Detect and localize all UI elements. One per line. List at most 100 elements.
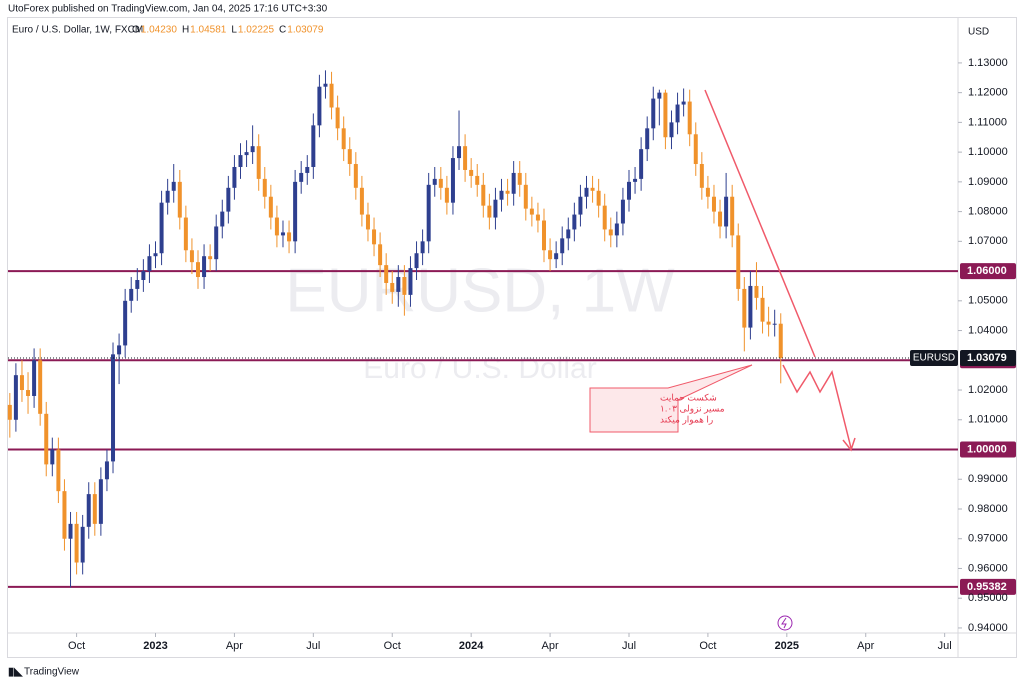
candle-body	[614, 223, 619, 236]
candle-body	[104, 461, 109, 480]
footer: TradingView	[24, 667, 80, 678]
candle-body	[74, 523, 79, 563]
candle-body	[542, 220, 547, 251]
candle-body	[705, 187, 710, 197]
candle-body	[754, 285, 759, 298]
candle-body	[384, 265, 389, 283]
x-tick-label: Jul	[622, 640, 636, 652]
ohlc-key: O	[132, 25, 140, 36]
candle-body	[487, 205, 492, 218]
candle-body	[117, 345, 122, 355]
ohlc-value: 1.03079	[287, 25, 324, 36]
candle-body	[287, 232, 292, 242]
candle-body	[432, 178, 437, 185]
candle-body	[657, 92, 662, 99]
candle-body	[438, 178, 443, 188]
y-tick-label: 0.99000	[968, 473, 1008, 485]
y-tick-label: 1.13000	[968, 57, 1008, 69]
candle-body	[244, 152, 249, 156]
candle-body	[505, 190, 510, 194]
candle-body	[639, 149, 644, 179]
y-tick-label: 0.95000	[968, 592, 1008, 604]
candle-body	[50, 449, 55, 465]
publisher: UtoForex published on TradingView.com, J…	[8, 4, 328, 15]
x-tick-label: Apr	[226, 640, 243, 652]
candle-body	[457, 146, 462, 159]
candle-body	[718, 211, 723, 227]
candle-body	[778, 323, 783, 358]
candle-body	[584, 187, 589, 197]
candle-body	[196, 262, 200, 278]
candle-body	[645, 128, 650, 150]
candle-body	[19, 375, 24, 391]
last-price-box	[960, 349, 1016, 366]
y-tick-label: 0.96000	[968, 562, 1008, 574]
y-tick-label: 0.98000	[968, 503, 1008, 515]
candle-body	[396, 277, 401, 292]
candle-body	[578, 196, 583, 215]
candle-body	[626, 181, 631, 200]
candle-body	[365, 214, 370, 230]
candle-body	[129, 288, 134, 301]
annotation-line: مسیر نزولی ۱.۰۳	[660, 403, 725, 414]
candle-body	[177, 181, 182, 218]
candle-body	[596, 190, 601, 206]
y-tick-label: 1.07000	[968, 235, 1008, 247]
candle-body	[56, 449, 61, 492]
ohlc-value: 1.04230	[141, 25, 178, 36]
candle-body	[651, 98, 656, 129]
last-price-name-box	[910, 349, 958, 366]
candle-body	[736, 235, 741, 289]
x-tick-label: 2025	[775, 640, 799, 652]
candle-body	[341, 128, 346, 150]
candle-body	[214, 226, 219, 260]
candle-body	[135, 279, 140, 289]
candle-body	[153, 253, 158, 257]
candle-body	[499, 190, 504, 200]
candle-body	[189, 250, 194, 263]
candle-body	[256, 146, 261, 179]
candle-body	[141, 271, 146, 280]
candle-body	[529, 208, 534, 215]
price-labels: 1.060001.030001.000000.95382EURUSD1.0307…	[910, 263, 1016, 595]
candle-body	[238, 155, 243, 167]
callout	[589, 364, 753, 433]
candle-body	[299, 172, 304, 182]
candle-body	[675, 104, 680, 123]
symbol-title: Euro / U.S. Dollar, 1W, FXCM	[12, 25, 143, 36]
candle-body	[590, 187, 595, 191]
candle-body	[372, 229, 377, 245]
candle-body	[232, 166, 237, 188]
candle-body	[572, 214, 577, 230]
y-tick-label: 1.10000	[968, 146, 1008, 158]
candle-body	[92, 494, 97, 524]
y-tick-label: 1.01000	[968, 414, 1008, 426]
candle-body	[226, 187, 231, 212]
level-label: 1.06000	[967, 265, 1007, 277]
projection-arrow	[782, 364, 852, 449]
candle-body	[68, 523, 73, 539]
candle-body	[511, 172, 516, 194]
candle-body	[560, 238, 565, 254]
candle-body	[730, 196, 735, 236]
candle-body	[742, 288, 747, 328]
level-label-box	[960, 441, 1016, 458]
annotation-line: را هموار میکند	[660, 414, 713, 425]
candle-body	[772, 323, 777, 325]
candle-body	[608, 229, 613, 236]
candle-body	[359, 187, 364, 215]
candle-body	[687, 101, 692, 135]
level-label: 0.95382	[967, 581, 1007, 593]
level-label-box	[960, 578, 1016, 595]
candle-body	[159, 202, 164, 254]
candle-body	[220, 211, 225, 227]
candle-body	[554, 253, 559, 260]
level-label-box	[960, 263, 1016, 280]
candle-body	[711, 196, 716, 212]
candle-body	[305, 166, 310, 173]
x-tick-label: Oct	[384, 640, 401, 652]
candle-body	[293, 181, 298, 242]
candle-body	[250, 146, 255, 153]
candle-body	[481, 184, 486, 206]
